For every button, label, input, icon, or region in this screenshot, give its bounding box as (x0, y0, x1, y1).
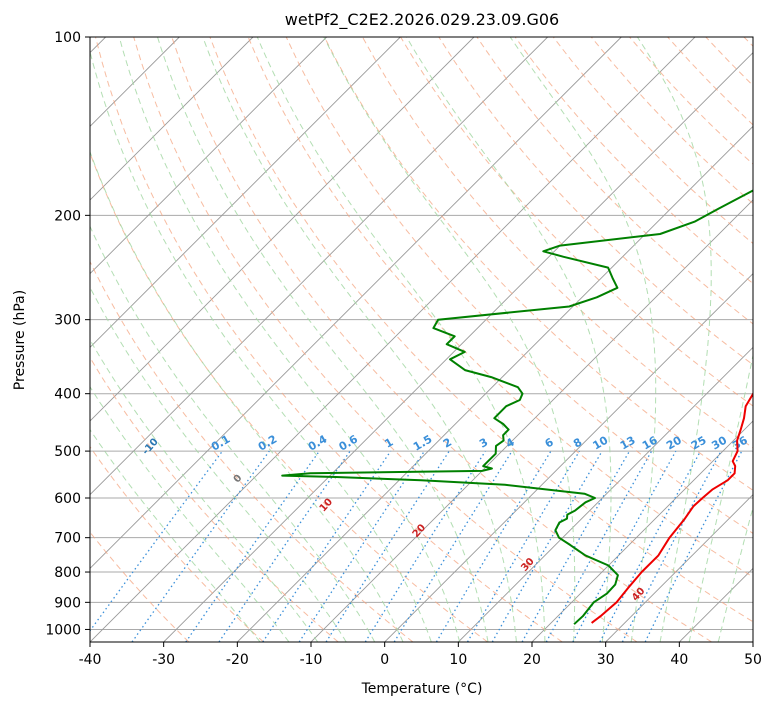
isotherm-line (458, 346, 753, 642)
x-tick-label: 30 (597, 652, 615, 668)
isotherm-line (531, 420, 753, 642)
mixing-ratio-line (185, 450, 320, 642)
sounding-profiles (281, 189, 753, 625)
chart-title: wetPf2_C2E2.2026.029.23.09.G06 (285, 10, 559, 30)
x-tick-label: -10 (300, 652, 323, 668)
isotherm-line (163, 52, 753, 642)
dewpoint-profile (281, 189, 753, 625)
x-tick-label: -30 (152, 652, 175, 668)
x-tick-label: 50 (744, 652, 762, 668)
moist-adiabat (90, 338, 319, 642)
y-tick-label: 600 (54, 491, 81, 507)
moist-adiabat (118, 37, 461, 642)
y-tick-label: 900 (54, 595, 81, 611)
y-tick-label: 100 (54, 30, 81, 46)
moist-adiabat (717, 505, 753, 642)
isotherm-line (90, 37, 254, 201)
moist-adiabat (688, 352, 753, 642)
moist-adiabat (202, 37, 517, 642)
moist-adiabat (256, 37, 546, 642)
mixing-ratio-line (298, 450, 425, 642)
moist-adiabat (90, 150, 404, 642)
mixing-ratio-line (466, 450, 580, 642)
isotherm-line (90, 37, 401, 348)
moist-adiabat (90, 225, 376, 642)
temperature-profile (590, 391, 753, 624)
dry-adiabats (90, 37, 753, 642)
y-axis-ticks: 100 200 300 400 500 600 700 800 900 1000 (45, 30, 90, 638)
x-tick-label: 0 (380, 652, 389, 668)
isotherm-line (90, 37, 696, 642)
moist-adiabats (90, 37, 753, 642)
mixing-ratio-line (599, 450, 702, 642)
moist-adiabat (90, 385, 290, 642)
y-tick-label: 400 (54, 387, 81, 403)
y-axis-label: Pressure (hPa) (12, 290, 28, 390)
y-tick-label: 700 (54, 531, 81, 547)
moist-adiabat (90, 286, 347, 642)
isotherm-grid (90, 37, 753, 642)
isotherm-line (90, 37, 548, 496)
y-tick-label: 1000 (45, 622, 81, 638)
x-tick-label: 10 (449, 652, 467, 668)
isotherm-line (90, 37, 327, 275)
moist-adiabat (509, 37, 657, 642)
isotherm-line (384, 273, 753, 642)
moist-adiabat (636, 37, 712, 642)
dry-adiabat (323, 37, 753, 491)
mixing-ratio-line (435, 450, 552, 642)
dry-adiabat (476, 37, 753, 325)
dry-adiabat (285, 37, 753, 535)
mixing-ratio-line (262, 450, 392, 642)
mixing-ratio-line (572, 450, 677, 642)
dry-adiabat (90, 260, 414, 642)
mixing-ratio-line (218, 450, 351, 642)
dry-adiabat (171, 37, 712, 642)
dry-adiabat (514, 37, 753, 285)
dry-adiabat (209, 37, 753, 623)
y-tick-label: 800 (54, 565, 81, 581)
x-tick-label: -20 (226, 652, 249, 668)
plot-frame (89, 36, 754, 643)
mixing-ratio-line (393, 450, 513, 642)
plot-area: 0.10.20.40.611.52346810131620253036-100-… (90, 37, 753, 642)
y-tick-label: 300 (54, 313, 81, 329)
moist-adiabat (406, 37, 612, 642)
moist-adiabat (157, 37, 489, 642)
x-axis-ticks: -40 -30 -20 -10 0 10 20 30 40 50 (79, 642, 762, 668)
x-tick-label: 40 (670, 652, 688, 668)
mixing-ratio-line (364, 450, 486, 642)
mixing-ratio-line (325, 450, 450, 642)
isotherm-line (90, 37, 475, 422)
isotherm-line (605, 494, 753, 642)
dry-adiabat (90, 445, 264, 642)
x-axis-label: Temperature (°C) (361, 681, 483, 697)
y-tick-label: 500 (54, 444, 81, 460)
dry-adiabat (133, 37, 638, 642)
isotherm-line (90, 37, 622, 569)
y-tick-label: 200 (54, 208, 81, 224)
moist-adiabat (90, 428, 261, 642)
x-tick-label: 20 (523, 652, 541, 668)
dry-adiabat (95, 37, 563, 642)
mixing-ratio-lines (90, 450, 743, 642)
moist-adiabat (323, 37, 576, 642)
isotherm-line (237, 125, 753, 642)
x-tick-label: -40 (79, 652, 102, 668)
moist-adiabat (90, 49, 432, 642)
dry-adiabat (247, 37, 753, 578)
